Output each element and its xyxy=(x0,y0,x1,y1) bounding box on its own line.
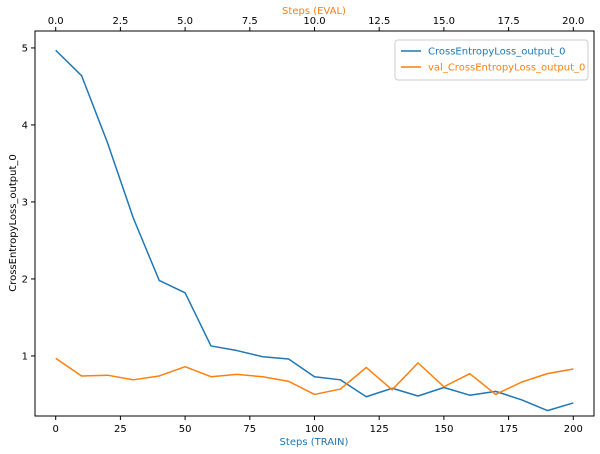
y-tick-label: 2 xyxy=(22,274,28,285)
x-bottom-tick-label: 75 xyxy=(243,424,256,435)
legend-entry-label: CrossEntropyLoss_output_0 xyxy=(428,47,566,58)
y-tick-label: 1 xyxy=(22,351,28,362)
x-bottom-tick-label: 200 xyxy=(564,424,583,435)
x-top-tick-label: 5.0 xyxy=(177,16,193,27)
plot-frame xyxy=(34,30,595,417)
x-bottom-tick-label: 100 xyxy=(305,424,324,435)
x-top-tick-label: 0.0 xyxy=(48,16,64,27)
x-axis-bottom-label: Steps (TRAIN) xyxy=(280,437,349,448)
x-top-tick-label: 15.0 xyxy=(433,16,455,27)
legend-box xyxy=(394,39,589,81)
x-bottom-tick-label: 50 xyxy=(179,424,192,435)
x-bottom-tick-label: 175 xyxy=(499,424,518,435)
y-tick-label: 3 xyxy=(22,197,28,208)
x-top-tick-label: 17.5 xyxy=(497,16,519,27)
train-loss-line xyxy=(55,49,574,412)
x-top-tick-label: 12.5 xyxy=(368,16,390,27)
x-bottom-tick-label: 125 xyxy=(370,424,389,435)
x-bottom-tick-label: 150 xyxy=(434,424,453,435)
y-tick-label: 4 xyxy=(22,120,28,131)
y-tick-label: 5 xyxy=(22,43,28,54)
x-axis-top-label: Steps (EVAL) xyxy=(282,6,346,17)
y-axis-label: CrossEntropyLoss_output_0 xyxy=(8,154,19,292)
legend-entry-label: val_CrossEntropyLoss_output_0 xyxy=(428,63,585,74)
x-top-tick-label: 10.0 xyxy=(303,16,325,27)
series-layer xyxy=(55,49,574,412)
x-top-tick-label: 20.0 xyxy=(562,16,584,27)
x-top-tick-label: 7.5 xyxy=(242,16,258,27)
x-top-tick-label: 2.5 xyxy=(112,16,128,27)
x-bottom-tick-label: 25 xyxy=(114,424,127,435)
legend: CrossEntropyLoss_output_0 val_CrossEntrop… xyxy=(394,39,589,81)
x-bottom-tick-label: 0 xyxy=(53,424,59,435)
val-loss-line xyxy=(55,357,574,396)
